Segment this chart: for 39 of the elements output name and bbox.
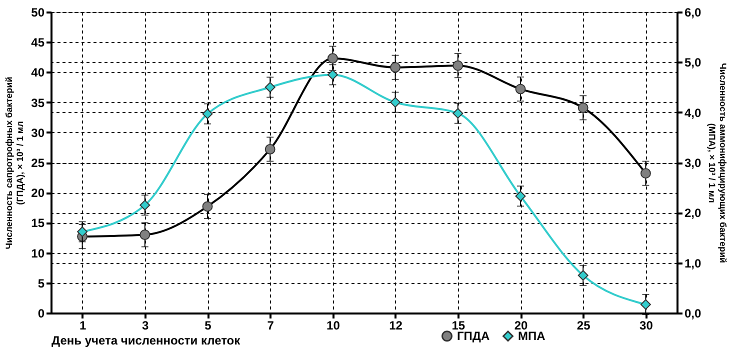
x-tick-label: 25	[576, 318, 591, 332]
y2-tick-label: 5,0	[684, 56, 702, 70]
point	[140, 200, 150, 210]
x-tick-label: 12	[389, 318, 403, 332]
point	[578, 270, 588, 281]
y-tick-label: 50	[31, 6, 45, 20]
y2-tick-label: 4,0	[684, 106, 702, 120]
point	[515, 190, 526, 202]
point	[327, 69, 338, 80]
point	[452, 108, 464, 119]
y2-tick-label: 3,0	[684, 156, 702, 170]
x-tick-label: 3	[142, 318, 150, 332]
point	[640, 299, 651, 310]
point	[77, 226, 88, 237]
x-tick-label: 5	[204, 318, 212, 332]
x-tick-label: 7	[267, 318, 274, 332]
y-tick-label: 25	[31, 156, 45, 170]
y2-tick-label: 6,0	[684, 6, 702, 20]
x-tick-label: 1	[79, 318, 86, 332]
y2-tick-label: 1,0	[684, 256, 702, 270]
y-tick-label: 20	[31, 186, 45, 200]
y-tick-label: 30	[31, 126, 45, 140]
point	[264, 82, 276, 92]
y2-tick-label: 0,0	[684, 306, 702, 320]
x-axis-title: День учета численности клеток	[52, 334, 242, 348]
y-tick-label: 5	[38, 276, 45, 290]
y2-tick-label: 2,0	[684, 206, 702, 220]
y-tick-label: 10	[31, 246, 45, 260]
x-tick-label: 30	[640, 318, 654, 332]
y2-axis-title: Численность аммонифицирующих бактерий (МПА), × 10³ / 1 мл	[707, 62, 728, 264]
point	[390, 97, 401, 108]
y-tick-label: 40	[31, 66, 45, 80]
point	[202, 108, 213, 120]
y-tick-label: 0	[38, 306, 45, 320]
x-tick-label: 10	[326, 318, 340, 332]
y-tick-label: 35	[31, 96, 45, 110]
y-tick-label: 15	[31, 216, 45, 230]
y-axis-title: Численность сапротрофных бактерий (ГПДА), × 10³ / 1 мл	[4, 76, 26, 250]
y-tick-label: 45	[31, 36, 45, 50]
